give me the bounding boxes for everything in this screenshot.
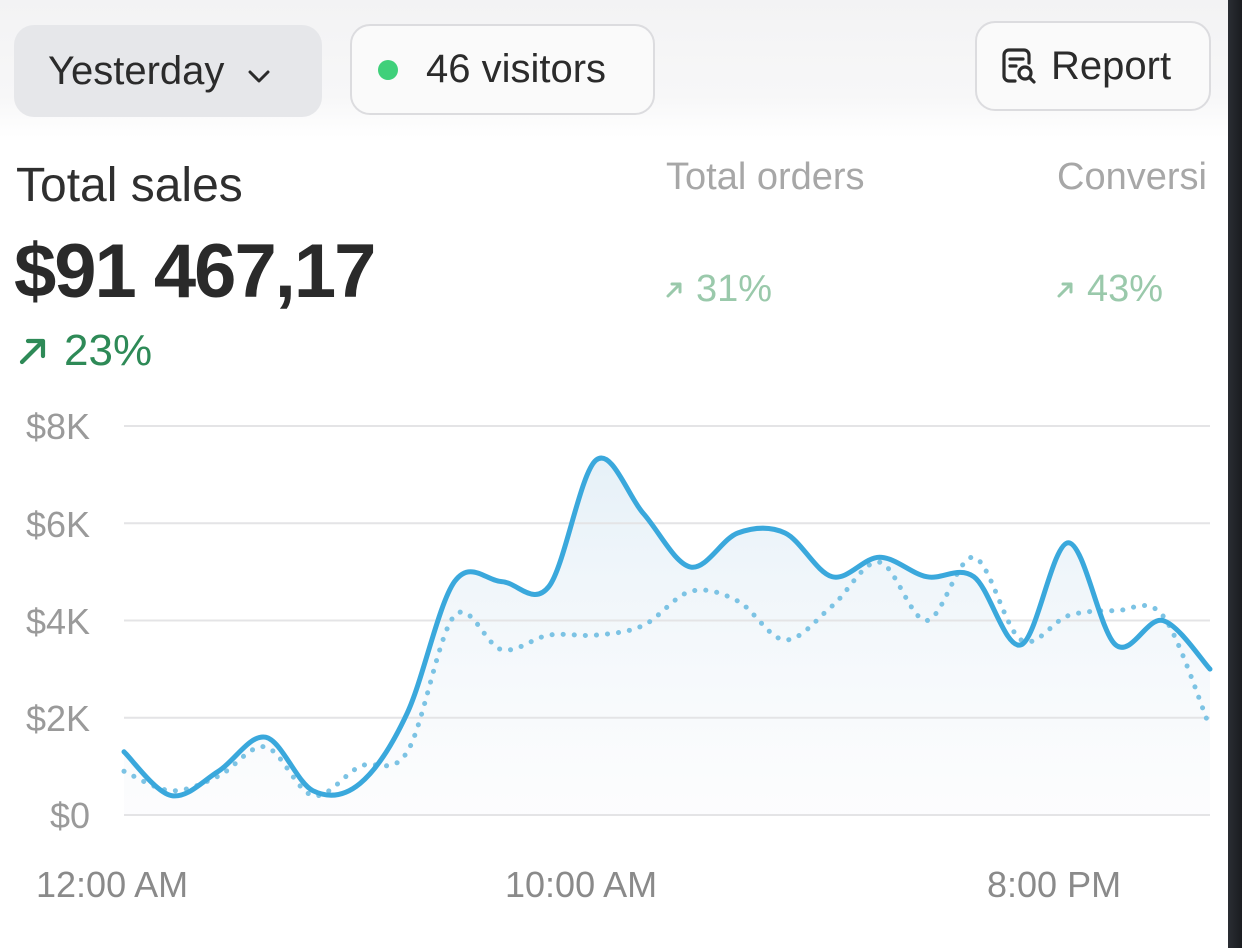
window-edge bbox=[1228, 0, 1242, 948]
y-tick-label: $8K bbox=[25, 406, 90, 447]
period-dropdown[interactable]: Yesterday bbox=[14, 25, 322, 117]
x-tick-label: 8:00 PM bbox=[987, 864, 1122, 905]
total-orders-title[interactable]: Total orders bbox=[666, 156, 865, 198]
conversion-change: 43% bbox=[1055, 268, 1163, 311]
live-visitors-button[interactable]: 46 visitors bbox=[350, 24, 655, 115]
total-sales-change-value: 23% bbox=[64, 326, 153, 375]
arrow-up-right-icon bbox=[1057, 282, 1073, 297]
x-tick-label: 12:00 AM bbox=[36, 864, 189, 905]
visitors-label: 46 visitors bbox=[426, 47, 607, 91]
series-area bbox=[124, 458, 1210, 815]
arrow-up-right-icon bbox=[666, 282, 682, 297]
total-sales-change: 23% bbox=[16, 326, 152, 376]
total-orders-change-value: 31% bbox=[696, 268, 773, 310]
x-tick-label: 10:00 AM bbox=[505, 864, 658, 905]
report-button[interactable]: Report bbox=[975, 21, 1211, 111]
y-tick-label: $4K bbox=[25, 601, 90, 642]
total-sales-value: $91 467,17 bbox=[14, 229, 376, 314]
period-dropdown-label: Yesterday bbox=[48, 48, 225, 93]
sales-series-line bbox=[121, 455, 1213, 799]
conversion-title[interactable]: Conversi bbox=[1057, 156, 1207, 198]
total-sales-title: Total sales bbox=[16, 159, 243, 212]
chevron-down-icon bbox=[244, 56, 274, 86]
y-tick-label: $0 bbox=[49, 795, 90, 836]
live-dot-icon bbox=[378, 59, 398, 80]
comparison-series-line bbox=[121, 554, 1213, 799]
total-orders-change: 31% bbox=[664, 268, 772, 311]
y-tick-label: $2K bbox=[25, 698, 90, 739]
arrow-up-right-icon bbox=[19, 338, 46, 365]
report-label: Report bbox=[1051, 43, 1172, 88]
toolbar: Yesterday 46 visitors Report bbox=[0, 0, 1228, 138]
conversion-change-value: 43% bbox=[1087, 268, 1164, 310]
y-tick-label: $6K bbox=[25, 504, 90, 545]
report-search-icon bbox=[999, 46, 1039, 86]
